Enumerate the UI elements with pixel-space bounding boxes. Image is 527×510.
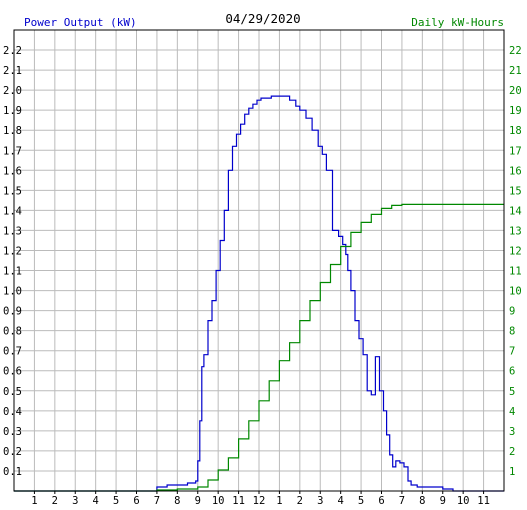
y-tick-label: 0.1: [3, 466, 22, 478]
y2-tick-label: 4: [509, 406, 515, 418]
y-tick-label: 2.0: [3, 85, 22, 97]
x-tick-label: 9: [440, 495, 446, 507]
y2-tick-label: 8: [509, 326, 515, 338]
x-tick-label: 2: [52, 495, 58, 507]
x-tick-label: 7: [154, 495, 160, 507]
x-tick-label: 2: [297, 495, 303, 507]
right-axis-label: Daily kW-Hours: [411, 16, 504, 29]
y-tick-label: 0.5: [3, 386, 22, 398]
x-tick-label: 7: [399, 495, 405, 507]
x-tick-label: 8: [174, 495, 180, 507]
y2-tick-label: 1: [509, 466, 515, 478]
y-tick-label: 0.2: [3, 446, 22, 458]
x-tick-label: 4: [338, 495, 344, 507]
series-line-daily-kwh: [14, 203, 504, 492]
left-axis-label: Power Output (kW): [24, 16, 137, 29]
y2-tick-label: 9: [509, 306, 515, 318]
chart-title: 04/29/2020: [225, 11, 300, 26]
y2-tick-label: 22: [509, 45, 522, 57]
x-tick-label: 10: [457, 495, 470, 507]
y2-tick-label: 6: [509, 366, 515, 378]
x-tick-label: 3: [72, 495, 78, 507]
y-tick-label: 1.1: [3, 266, 22, 278]
x-tick-label: 3: [317, 495, 323, 507]
y2-tick-label: 12: [509, 245, 522, 257]
y-tick-label: 0.8: [3, 326, 22, 338]
x-tick-label: 1: [276, 495, 282, 507]
y-tick-label: 1.9: [3, 105, 22, 117]
y-tick-label: 1.2: [3, 245, 22, 257]
y2-tick-label: 11: [509, 266, 522, 278]
x-tick-label: 10: [212, 495, 225, 507]
x-tick-label: 6: [133, 495, 139, 507]
y2-tick-label: 14: [509, 205, 522, 217]
y-tick-label: 1.8: [3, 125, 22, 137]
y-tick-label: 2.1: [3, 65, 22, 77]
y-tick-label: 1.7: [3, 145, 22, 157]
x-tick-label: 6: [378, 495, 384, 507]
series-line-power-output: [14, 95, 504, 492]
y-tick-label: 1.6: [3, 165, 22, 177]
x-tick-label: 12: [253, 495, 266, 507]
y2-tick-label: 7: [509, 346, 515, 358]
left-axis-ticks: 0.1 0.2 0.3 0.4 0.5 0.6 0.7 0.8 0.9 1.0 1.1 1.2 1.3 1…: [3, 45, 22, 478]
x-tick-label: 8: [419, 495, 425, 507]
y-tick-label: 2.2: [3, 45, 22, 57]
x-tick-label: 11: [477, 495, 490, 507]
x-tick-label: 4: [93, 495, 99, 507]
y-tick-label: 0.9: [3, 306, 22, 318]
y2-tick-label: 20: [509, 85, 522, 97]
y-tick-label: 1.4: [3, 205, 22, 217]
y-tick-label: 0.4: [3, 406, 22, 418]
y2-tick-label: 13: [509, 225, 522, 237]
x-tick-label: 1: [31, 495, 37, 507]
y2-tick-label: 16: [509, 165, 522, 177]
y2-tick-label: 21: [509, 65, 522, 77]
y2-tick-label: 19: [509, 105, 522, 117]
x-tick-label: 9: [195, 495, 201, 507]
y2-tick-label: 10: [509, 286, 522, 298]
y2-tick-label: 17: [509, 145, 522, 157]
y-tick-label: 0.3: [3, 426, 22, 438]
x-axis-ticks: 1 2 3 4 5 6 7 8 9 10 11 12 1 2 3 4 5 6 7 8 9 10 11: [31, 491, 490, 507]
y2-tick-label: 18: [509, 125, 522, 137]
y-tick-label: 1.5: [3, 185, 22, 197]
y-tick-label: 0.7: [3, 346, 22, 358]
y2-tick-label: 3: [509, 426, 515, 438]
x-tick-label: 5: [113, 495, 119, 507]
y-tick-label: 0.6: [3, 366, 22, 378]
y2-tick-label: 15: [509, 185, 522, 197]
grid: [14, 30, 504, 491]
series-layer: [14, 95, 504, 492]
y-tick-label: 1.3: [3, 225, 22, 237]
x-tick-label: 11: [232, 495, 245, 507]
x-tick-label: 5: [358, 495, 364, 507]
y2-tick-label: 5: [509, 386, 515, 398]
y-tick-label: 1.0: [3, 286, 22, 298]
y2-tick-label: 2: [509, 446, 515, 458]
